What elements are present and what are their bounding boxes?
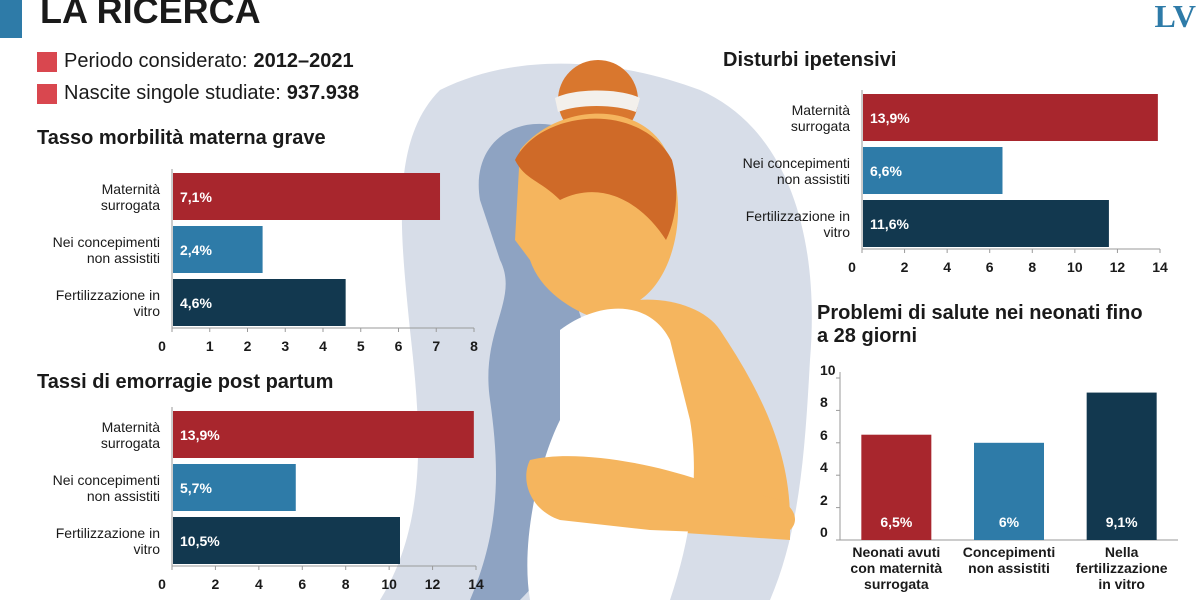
value-label: 6,6%	[870, 162, 902, 179]
fact: Nascite singole studiate: 937.938	[64, 82, 359, 105]
x-tick-label: 10	[1067, 259, 1083, 275]
fact-value: 937.938	[286, 82, 360, 104]
x-tick-label: 0	[848, 259, 856, 275]
bullet-square	[37, 52, 57, 72]
chart-title: Tassi di emorragie post partum	[37, 371, 334, 393]
bar	[863, 94, 1158, 141]
logo: LV	[1154, 0, 1196, 34]
fact-label: Periodo considerato:	[64, 50, 248, 72]
x-tick-label: 5	[356, 338, 365, 354]
x-tick-label: 14	[468, 576, 484, 592]
x-tick-label: 4	[254, 576, 263, 592]
bar	[173, 464, 296, 511]
y-tick-label: 4	[820, 459, 828, 476]
value-label: 6%	[998, 513, 1020, 530]
value-label: 11,6%	[870, 215, 909, 232]
chart-title: Problemi di salute nei neonati fino a 28…	[817, 302, 1143, 347]
x-tick-label: Neonati avuti con maternità surrogata	[850, 544, 943, 593]
x-tick-label: 4	[319, 338, 327, 354]
y-tick-label: Maternità surrogata	[790, 101, 850, 134]
bullet-square	[37, 84, 57, 104]
y-tick-label: Nei concepimenti non assistiti	[742, 154, 850, 187]
y-tick-label: Maternità surrogata	[100, 180, 160, 213]
header-square	[0, 0, 22, 38]
x-tick-label: 12	[424, 576, 441, 592]
value-label: 7,1%	[180, 188, 212, 205]
bar	[173, 173, 441, 220]
chart-title: Disturbi ipetensivi	[723, 49, 897, 71]
x-tick-label: 1	[205, 338, 214, 354]
header-title: LA RICERCA	[40, 0, 261, 31]
fact-value: 2012–2021	[253, 50, 354, 72]
x-tick-label: 14	[1152, 259, 1168, 275]
y-tick-label: Nei concepimenti non assistiti	[52, 233, 160, 266]
bar	[173, 517, 400, 564]
x-tick-label: 3	[281, 338, 290, 354]
x-tick-label: 4	[943, 259, 952, 275]
bar	[173, 411, 474, 458]
hair-band	[555, 90, 640, 112]
bar	[863, 147, 1003, 194]
x-tick-label: 6	[985, 259, 994, 275]
y-tick-label: 6	[820, 426, 828, 443]
x-tick-label: 2	[211, 576, 220, 592]
value-label: 13,9%	[870, 109, 910, 126]
y-tick-label: 10	[820, 361, 836, 378]
x-tick-label: 6	[298, 576, 307, 592]
value-label: 2,4%	[180, 241, 212, 258]
x-tick-label: 8	[470, 338, 478, 354]
value-label: 4,6%	[180, 294, 212, 311]
bar	[1086, 392, 1157, 540]
x-tick-label: 10	[381, 576, 397, 592]
hair	[515, 118, 677, 240]
x-tick-label: 7	[432, 338, 441, 354]
y-tick-label: Fertilizzazione in vitro	[745, 207, 850, 240]
x-tick-label: 2	[900, 259, 909, 275]
x-tick-label: Nella fertilizzazione in vitro	[1075, 544, 1168, 593]
bar	[173, 226, 263, 273]
x-tick-label: 2	[243, 338, 252, 354]
bar	[861, 434, 932, 540]
y-tick-label: Nei concepimenti non assistiti	[52, 471, 160, 504]
fact-label: Nascite singole studiate:	[64, 82, 281, 104]
y-tick-label: 0	[820, 523, 828, 540]
x-tick-label: Concepimenti non assistiti	[962, 544, 1056, 577]
value-label: 13,9%	[180, 426, 220, 443]
value-label: 10,5%	[180, 532, 220, 549]
value-label: 6,5%	[880, 513, 913, 530]
fact: Periodo considerato: 2012–2021	[64, 50, 354, 73]
hands	[526, 456, 795, 535]
bar	[974, 442, 1044, 540]
x-tick-label: 8	[1028, 259, 1037, 275]
value-label: 5,7%	[180, 479, 212, 496]
x-tick-label: 6	[394, 338, 403, 354]
y-tick-label: Maternità surrogata	[100, 418, 160, 451]
bar	[173, 279, 346, 326]
x-tick-label: 0	[158, 338, 166, 354]
value-label: 9,1%	[1105, 513, 1138, 530]
y-tick-label: 2	[820, 491, 828, 508]
y-tick-label: Fertilizzazione in vitro	[55, 524, 160, 557]
x-tick-label: 8	[341, 576, 350, 592]
y-tick-label: 8	[820, 394, 828, 411]
bar	[863, 200, 1109, 247]
y-tick-label: Fertilizzazione in vitro	[55, 286, 160, 319]
x-tick-label: 12	[1109, 259, 1126, 275]
chart-title: Tasso morbilità materna grave	[37, 127, 326, 149]
x-tick-label: 0	[158, 576, 166, 592]
